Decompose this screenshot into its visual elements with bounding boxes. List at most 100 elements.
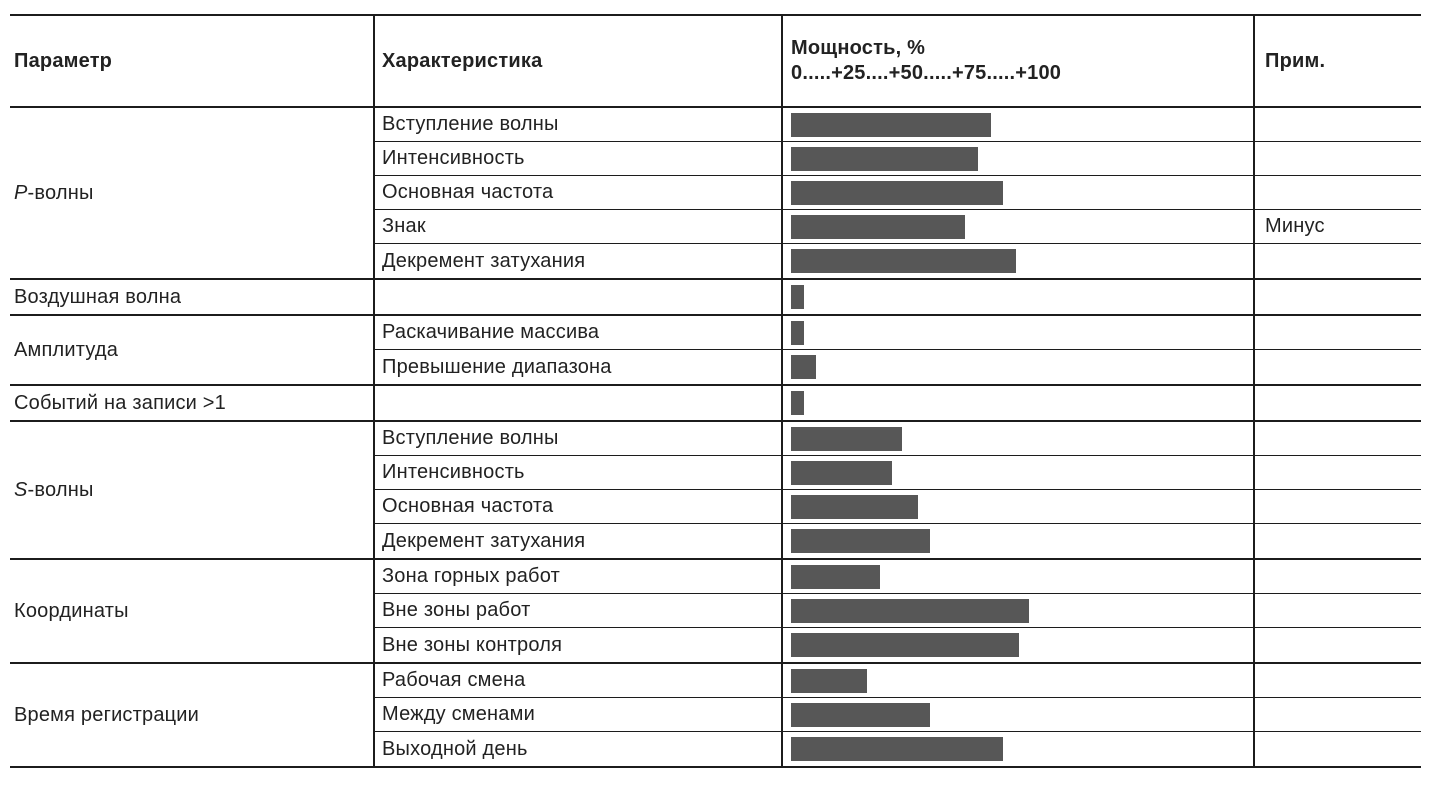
parameter-cell: Воздушная волна <box>10 280 375 314</box>
power-cell <box>783 560 1255 593</box>
header-characteristic: Характеристика <box>375 16 783 106</box>
power-bar <box>791 494 918 519</box>
power-bar-track <box>791 320 1108 345</box>
characteristic-cell: Зона горных работ <box>375 560 783 593</box>
power-bar-track <box>791 460 1108 485</box>
note-cell <box>1255 698 1421 731</box>
table-row: Вне зоны контроля <box>375 628 1421 662</box>
note-cell <box>1255 280 1421 314</box>
group-rows: Рабочая смена Между сменами Выходной день <box>375 664 1421 766</box>
parameter-group: Время регистрации Рабочая смена Между смен… <box>10 664 1421 768</box>
header-characteristic-label: Характеристика <box>382 49 543 72</box>
characteristic-cell <box>375 386 783 420</box>
power-cell <box>783 176 1255 209</box>
table-row: Декремент затухания <box>375 524 1421 558</box>
note-cell <box>1255 386 1421 420</box>
power-bar-track <box>791 668 1108 693</box>
header-parameter: Параметр <box>10 16 375 106</box>
power-bar-track <box>791 180 1108 205</box>
power-bar <box>791 426 902 451</box>
power-bar-track <box>791 702 1108 727</box>
parameter-cell: Время регистрации <box>10 664 375 766</box>
power-bar-track <box>791 112 1108 137</box>
power-bar <box>791 391 804 415</box>
parameter-group: Воздушная волна <box>10 280 1421 316</box>
group-rows: Раскачивание массива Превышение диапазона <box>375 316 1421 384</box>
characteristic-cell: Знак <box>375 210 783 243</box>
characteristic-cell: Вступление волны <box>375 422 783 455</box>
header-parameter-label: Параметр <box>14 49 113 72</box>
power-cell <box>783 316 1255 349</box>
table-row: Интенсивность <box>375 456 1421 490</box>
power-bar-track <box>791 249 1108 273</box>
header-note: Прим. <box>1255 16 1421 106</box>
power-cell <box>783 594 1255 627</box>
power-bar <box>791 633 1020 657</box>
characteristic-cell: Вступление волны <box>375 108 783 141</box>
power-cell <box>783 732 1255 766</box>
power-bar <box>791 146 979 171</box>
group-rows: Вступление волны Интенсивность Основная ча… <box>375 422 1421 558</box>
note-cell <box>1255 732 1421 766</box>
characteristic-cell: Вне зоны контроля <box>375 628 783 662</box>
characteristic-cell <box>375 280 783 314</box>
note-cell <box>1255 422 1421 455</box>
power-bar <box>791 180 1004 205</box>
table-row: Раскачивание массива <box>375 316 1421 350</box>
power-cell <box>783 210 1255 243</box>
header-power-title: Мощность, % <box>791 37 926 59</box>
table-row: Знак Минус <box>375 210 1421 244</box>
note-cell <box>1255 664 1421 697</box>
table-row <box>375 386 1421 420</box>
power-bar-track <box>791 529 1108 553</box>
header-power-scale: 0.....+25....+50.....+75.....+100 <box>791 62 1062 84</box>
power-bar <box>791 460 893 485</box>
characteristic-cell: Основная частота <box>375 176 783 209</box>
power-cell <box>783 142 1255 175</box>
power-bar-track <box>791 285 1108 309</box>
characteristic-cell: Декремент затухания <box>375 524 783 558</box>
characteristic-cell: Выходной день <box>375 732 783 766</box>
note-cell <box>1255 490 1421 523</box>
power-bar <box>791 112 991 137</box>
power-cell <box>783 456 1255 489</box>
power-bar <box>791 285 804 309</box>
power-cell <box>783 244 1255 278</box>
group-rows <box>375 280 1421 314</box>
group-rows <box>375 386 1421 420</box>
note-cell <box>1255 456 1421 489</box>
parameter-group: Координаты Зона горных работ Вне зоны рабо… <box>10 560 1421 664</box>
power-cell <box>783 386 1255 420</box>
power-cell <box>783 108 1255 141</box>
header-power: Мощность, % 0.....+25....+50.....+75....… <box>783 16 1255 106</box>
characteristic-cell: Интенсивность <box>375 142 783 175</box>
note-cell <box>1255 628 1421 662</box>
table-row: Выходной день <box>375 732 1421 766</box>
power-cell <box>783 698 1255 731</box>
power-bar <box>791 249 1017 273</box>
table-row: Между сменами <box>375 698 1421 732</box>
power-bar-track <box>791 146 1108 171</box>
table-header-row: Параметр Характеристика Мощность, % 0...… <box>10 16 1421 108</box>
power-bar-track <box>791 633 1108 657</box>
power-bar <box>791 598 1029 623</box>
note-cell <box>1255 316 1421 349</box>
power-bar <box>791 702 931 727</box>
characteristic-cell: Основная частота <box>375 490 783 523</box>
power-cell <box>783 422 1255 455</box>
table-row: Интенсивность <box>375 142 1421 176</box>
table-body: P -волны Вступление волны Интенсивность Осно… <box>10 108 1421 768</box>
power-cell <box>783 524 1255 558</box>
note-cell <box>1255 142 1421 175</box>
power-bar-track <box>791 564 1108 589</box>
table-row: Зона горных работ <box>375 560 1421 594</box>
characteristic-cell: Рабочая смена <box>375 664 783 697</box>
characteristic-cell: Вне зоны работ <box>375 594 783 627</box>
parameter-group: S -волны Вступление волны Интенсивность Осно… <box>10 422 1421 560</box>
table-row: Вступление волны <box>375 422 1421 456</box>
note-cell <box>1255 350 1421 384</box>
power-bar <box>791 737 1004 761</box>
power-bar-track <box>791 494 1108 519</box>
parameter-group: Амплитуда Раскачивание массива Превышение … <box>10 316 1421 386</box>
parameter-group: Событий на записи >1 <box>10 386 1421 422</box>
